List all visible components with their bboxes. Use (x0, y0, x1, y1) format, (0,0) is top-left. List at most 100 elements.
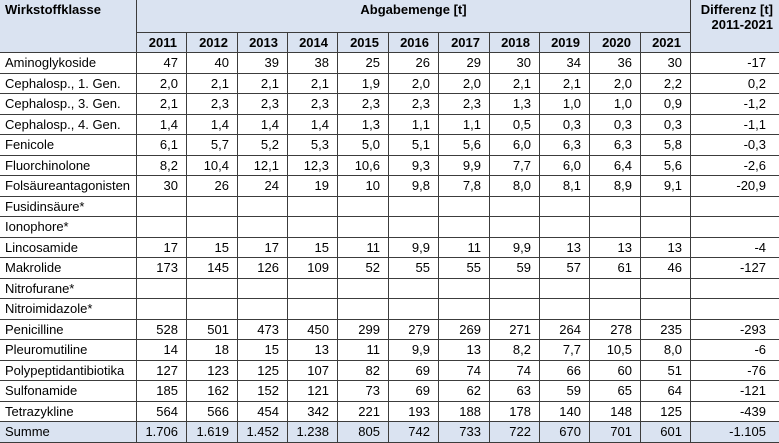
value-cell-2011: 6,1 (137, 135, 187, 156)
value-cell-2013: 125 (238, 360, 288, 381)
value-cell-2017: 74 (439, 360, 490, 381)
header-difference: Differenz [t] 2011-2021 (691, 0, 779, 53)
value-cell-2013: 17 (238, 237, 288, 258)
difference-cell: -293 (691, 320, 779, 340)
substance-class-label: Sulfonamide (0, 381, 137, 402)
value-cell-2020: 2,0 (590, 73, 641, 94)
value-cell-2018: 6,0 (490, 135, 540, 156)
value-cell-2016: 9,8 (389, 176, 439, 197)
value-cell-2021 (641, 299, 691, 320)
value-cell-2018: 722 (490, 422, 540, 443)
difference-cell: -121 (691, 381, 779, 402)
value-cell-2019: 6,0 (540, 155, 590, 176)
value-cell-2017: 7,8 (439, 176, 490, 197)
value-cell-2014 (288, 196, 338, 217)
header-year-2013: 2013 (238, 33, 288, 53)
value-cell-2016: 5,1 (389, 135, 439, 156)
header-year-2012: 2012 (187, 33, 238, 53)
value-cell-2021: 13 (641, 237, 691, 258)
substance-class-label: Nitrofurane* (0, 278, 137, 299)
substance-class-label: Cephalosp., 1. Gen. (0, 73, 137, 94)
value-cell-2015 (338, 196, 389, 217)
value-cell-2014: 15 (288, 237, 338, 258)
difference-cell: -439 (691, 402, 779, 422)
value-cell-2012: 2,3 (187, 94, 238, 115)
value-cell-2020: 60 (590, 360, 641, 381)
value-cell-2014 (288, 278, 338, 299)
value-cell-2011: 528 (137, 319, 187, 340)
value-cell-2020: 13 (590, 237, 641, 258)
value-cell-2015: 221 (338, 401, 389, 422)
header-year-2014: 2014 (288, 33, 338, 53)
value-cell-2016 (389, 299, 439, 320)
value-cell-2011 (137, 299, 187, 320)
header-difference-period: 2011-2021 (711, 17, 773, 32)
value-cell-2017: 9,9 (439, 155, 490, 176)
table-row: Sulfonamide 185 162 152 121 73 69 62 63 59 65 64 -12… (0, 381, 779, 402)
value-cell-2017: 62 (439, 381, 490, 402)
value-cell-2015: 11 (338, 237, 389, 258)
table-row: Nitrofurane* (0, 278, 779, 299)
table-row: Fusidinsäure* (0, 196, 779, 217)
header-year-2019: 2019 (540, 33, 590, 53)
substance-class-label: Pleuromutiline (0, 340, 137, 361)
value-cell-2018: 8,2 (490, 340, 540, 361)
value-cell-2017 (439, 299, 490, 320)
value-cell-2011 (137, 278, 187, 299)
value-cell-2014: 38 (288, 53, 338, 74)
value-cell-2012: 566 (187, 401, 238, 422)
value-cell-2012: 2,1 (187, 73, 238, 94)
value-cell-2020: 0,3 (590, 114, 641, 135)
table-row: Polypeptidantibiotika 127 123 125 107 82 69 74 7… (0, 360, 779, 381)
value-cell-2015: 11 (338, 340, 389, 361)
value-cell-2019: 0,3 (540, 114, 590, 135)
value-cell-2014: 450 (288, 319, 338, 340)
value-cell-2017: 2,0 (439, 73, 490, 94)
substance-class-label: Lincosamide (0, 237, 137, 258)
substance-class-label: Aminoglykoside (0, 53, 137, 74)
value-cell-2020: 701 (590, 422, 641, 443)
value-cell-2015 (338, 278, 389, 299)
value-cell-2016: 69 (389, 381, 439, 402)
value-cell-2020: 278 (590, 319, 641, 340)
difference-cell: -76 (691, 361, 779, 381)
difference-cell (691, 299, 779, 320)
value-cell-2017: 188 (439, 401, 490, 422)
value-cell-2016 (389, 278, 439, 299)
value-cell-2021 (641, 217, 691, 238)
difference-cell: -6 (691, 340, 779, 361)
table-row: Folsäureantagonisten 30 26 24 19 10 9,8 7,8 8,0 8… (0, 176, 779, 197)
value-cell-2018 (490, 299, 540, 320)
value-cell-2011: 47 (137, 53, 187, 74)
value-cell-2019: 6,3 (540, 135, 590, 156)
value-cell-2012: 26 (187, 176, 238, 197)
value-cell-2015: 10,6 (338, 155, 389, 176)
value-cell-2011 (137, 196, 187, 217)
value-cell-2016: 279 (389, 319, 439, 340)
header-difference-label: Differenz [t] (700, 2, 773, 17)
difference-cell: -4 (691, 238, 779, 258)
value-cell-2012 (187, 217, 238, 238)
value-cell-2016: 55 (389, 258, 439, 279)
value-cell-2014: 107 (288, 360, 338, 381)
header-year-2021: 2021 (641, 33, 691, 53)
value-cell-2013: 152 (238, 381, 288, 402)
value-cell-2012: 123 (187, 360, 238, 381)
table-row: Cephalosp., 1. Gen. 2,0 2,1 2,1 2,1 1,9 2,0 2,0… (0, 73, 779, 94)
value-cell-2015: 299 (338, 319, 389, 340)
value-cell-2011 (137, 217, 187, 238)
value-cell-2015: 5,0 (338, 135, 389, 156)
value-cell-2020: 148 (590, 401, 641, 422)
header-year-2016: 2016 (389, 33, 439, 53)
substance-class-label: Tetrazykline (0, 401, 137, 422)
value-cell-2011: 127 (137, 360, 187, 381)
value-cell-2014: 109 (288, 258, 338, 279)
total-row: Summe 1.706 1.619 1.452 1.238 805 742 733 722 670… (0, 422, 779, 443)
value-cell-2012: 162 (187, 381, 238, 402)
value-cell-2013: 1,4 (238, 114, 288, 135)
value-cell-2012: 1,4 (187, 114, 238, 135)
value-cell-2013: 2,1 (238, 73, 288, 94)
table-row: Aminoglykoside 47 40 39 38 25 26 29 30 34 36 30 -17 (0, 53, 779, 74)
value-cell-2016: 26 (389, 53, 439, 74)
value-cell-2015 (338, 217, 389, 238)
